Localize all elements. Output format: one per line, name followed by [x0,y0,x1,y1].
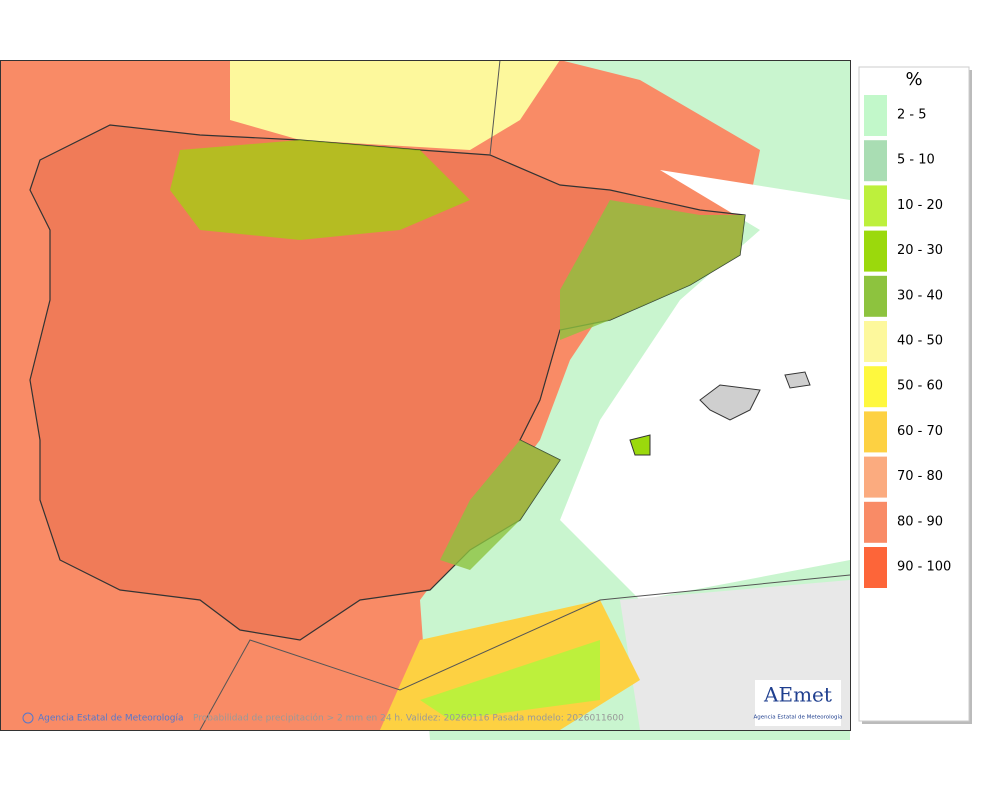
map: Agencia Estatal de Meteorología Probabil… [0,59,851,740]
agency-credit: Agencia Estatal de Meteorología [38,714,184,724]
legend-label: 70 - 80 [897,469,943,484]
legend-label: 40 - 50 [897,334,943,349]
mallorca [699,384,761,421]
north-green [170,140,470,240]
legend-swatch [864,501,887,543]
legend-swatch [864,95,887,136]
legend-swatch [864,275,887,317]
legend-label: 80 - 90 [897,514,943,529]
logo-subtitle: Agencia Estatal de Meteorología [754,714,843,721]
legend-swatch [864,140,887,182]
legend-label: 90 - 100 [897,560,951,575]
legend-swatch [864,366,887,408]
legend-label: 2 - 5 [897,108,927,123]
copyright-icon [22,712,34,724]
mediterranean-clear [560,170,850,600]
legend-swatch [864,185,887,227]
map-frame [0,60,851,731]
legend: % 2 - 5 5 - 10 10 - 20 20 - 30 30 - 40 40 - 5… [858,66,972,724]
legend-title: % [905,69,922,90]
logo-brand: AEmet [763,683,832,707]
legend-swatch [864,321,887,362]
legend-label: 5 - 10 [897,153,935,168]
map-caption: Probabilidad de precipitación > 2 mm en … [193,713,624,724]
legend-swatch [864,411,887,453]
menorca [784,371,811,389]
legend-label: 30 - 40 [897,288,943,303]
legend-label: 20 - 30 [897,243,943,258]
zone-green [420,640,600,720]
southeast-green [440,440,560,570]
legend-swatch [864,547,887,588]
logo-box [755,680,841,726]
legend-label: 10 - 20 [897,198,943,213]
east-green [560,200,745,340]
legend-swatch [864,230,887,272]
ibiza [629,434,651,456]
legend-label: 50 - 60 [897,379,943,394]
legend-swatch [864,456,887,498]
legend-label: 60 - 70 [897,424,943,439]
zone-yellow [230,60,560,150]
coastline [199,59,851,731]
